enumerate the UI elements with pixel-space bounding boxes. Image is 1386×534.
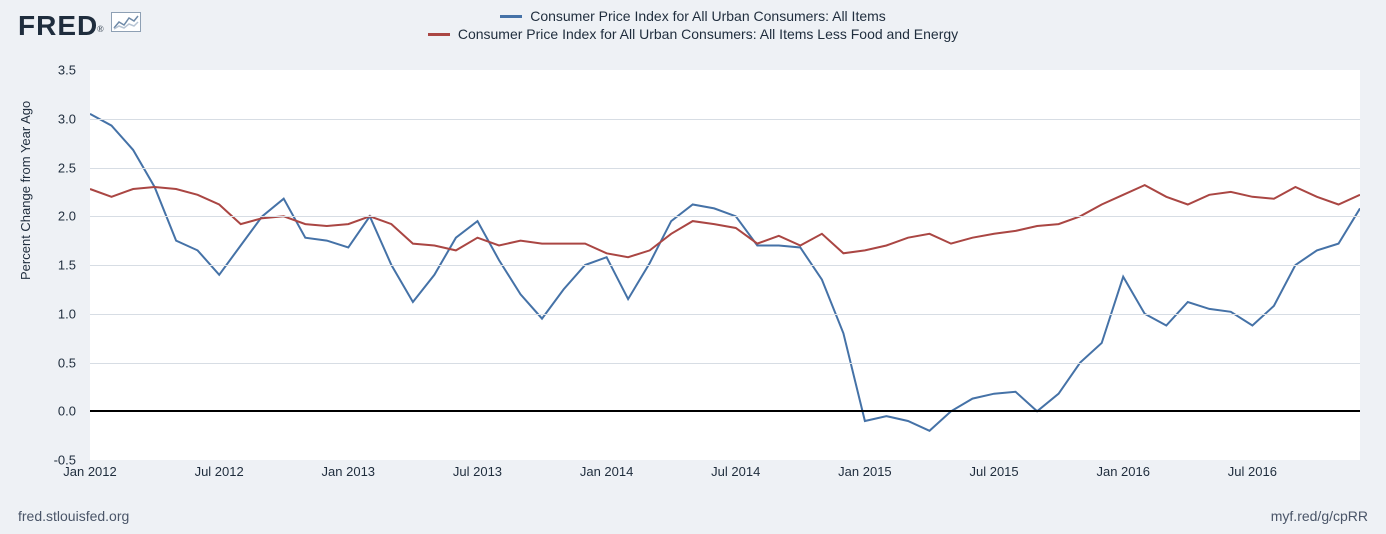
y-tick-label: 1.0 (36, 306, 76, 321)
x-tick-label: Jul 2014 (711, 464, 760, 479)
x-tick-label: Jul 2015 (969, 464, 1018, 479)
y-tick-label: 0.0 (36, 404, 76, 419)
y-tick-label: 0.5 (36, 355, 76, 370)
y-tick-label: 3.5 (36, 63, 76, 78)
legend-swatch-1 (428, 33, 450, 36)
gridline (90, 265, 1360, 266)
legend-swatch-0 (500, 15, 522, 18)
zero-line (90, 410, 1360, 412)
y-tick-label: 2.0 (36, 209, 76, 224)
y-tick-label: 2.5 (36, 160, 76, 175)
legend-item-1: Consumer Price Index for All Urban Consu… (428, 26, 958, 42)
legend-label-0: Consumer Price Index for All Urban Consu… (530, 8, 886, 24)
footer-source: fred.stlouisfed.org (18, 508, 129, 524)
y-tick-label: 3.0 (36, 111, 76, 126)
x-tick-label: Jan 2012 (63, 464, 117, 479)
x-tick-label: Jul 2013 (453, 464, 502, 479)
x-tick-label: Jan 2014 (580, 464, 634, 479)
legend: Consumer Price Index for All Urban Consu… (0, 8, 1386, 42)
x-tick-label: Jan 2013 (322, 464, 376, 479)
y-axis-title: Percent Change from Year Ago (18, 101, 33, 280)
gridline (90, 119, 1360, 120)
x-tick-label: Jul 2012 (195, 464, 244, 479)
x-tick-label: Jan 2016 (1096, 464, 1150, 479)
footer-shortlink: myf.red/g/cpRR (1271, 508, 1368, 524)
plot-area: -0.50.00.51.01.52.02.53.03.5Jan 2012Jul … (90, 70, 1360, 460)
legend-item-0: Consumer Price Index for All Urban Consu… (500, 8, 886, 24)
legend-label-1: Consumer Price Index for All Urban Consu… (458, 26, 958, 42)
gridline (90, 363, 1360, 364)
series-line-1 (90, 185, 1360, 257)
x-tick-label: Jan 2015 (838, 464, 892, 479)
series-line-0 (90, 114, 1360, 431)
x-tick-label: Jul 2016 (1228, 464, 1277, 479)
gridline (90, 168, 1360, 169)
gridline (90, 314, 1360, 315)
gridline (90, 216, 1360, 217)
y-tick-label: 1.5 (36, 258, 76, 273)
